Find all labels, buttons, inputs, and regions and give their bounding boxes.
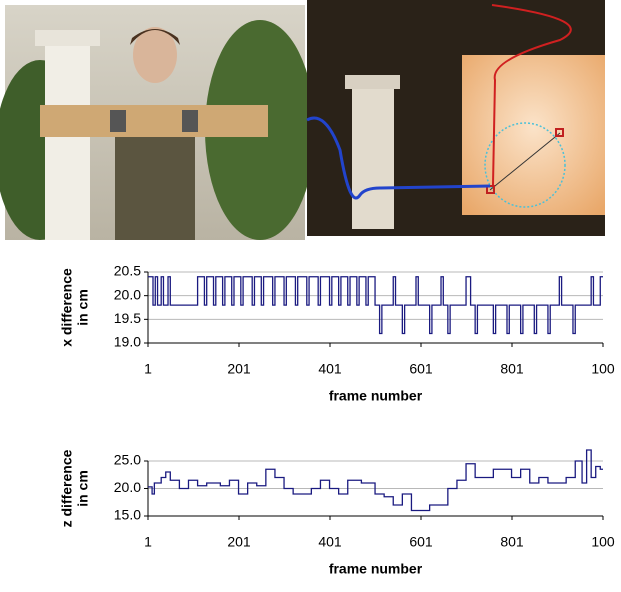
data-line — [148, 449, 603, 512]
y-axis-label: in cm — [75, 470, 91, 507]
data-line — [148, 276, 603, 335]
y-tick-label: 20.0 — [114, 479, 141, 495]
x-tick-label: 601 — [409, 361, 433, 377]
x-axis-label: frame number — [329, 561, 423, 577]
y-axis-label: z difference — [59, 449, 75, 527]
y-tick-label: 20.0 — [114, 286, 141, 302]
x-tick-label: 401 — [318, 361, 342, 377]
x-tick-label: 100 — [591, 534, 615, 550]
y-tick-label: 19.5 — [114, 310, 141, 326]
x-tick-label: 401 — [318, 534, 342, 550]
x-tick-label: 1 — [144, 361, 152, 377]
x-tick-label: 201 — [227, 534, 251, 550]
x-tick-label: 601 — [409, 534, 433, 550]
y-axis-label: x difference — [59, 268, 75, 347]
x-tick-label: 1 — [144, 534, 152, 550]
x-tick-label: 801 — [500, 534, 524, 550]
y-tick-label: 15.0 — [114, 507, 141, 523]
y-tick-label: 25.0 — [114, 452, 141, 468]
right-photo — [306, 0, 605, 236]
x-tick-label: 100 — [591, 361, 615, 377]
y-tick-label: 20.5 — [114, 263, 141, 279]
left-photo — [0, 5, 315, 240]
x-axis-label: frame number — [329, 388, 423, 404]
x-tick-label: 201 — [227, 361, 251, 377]
y-axis-label: in cm — [75, 289, 91, 326]
y-tick-label: 19.0 — [114, 334, 141, 350]
x-tick-label: 801 — [500, 361, 524, 377]
